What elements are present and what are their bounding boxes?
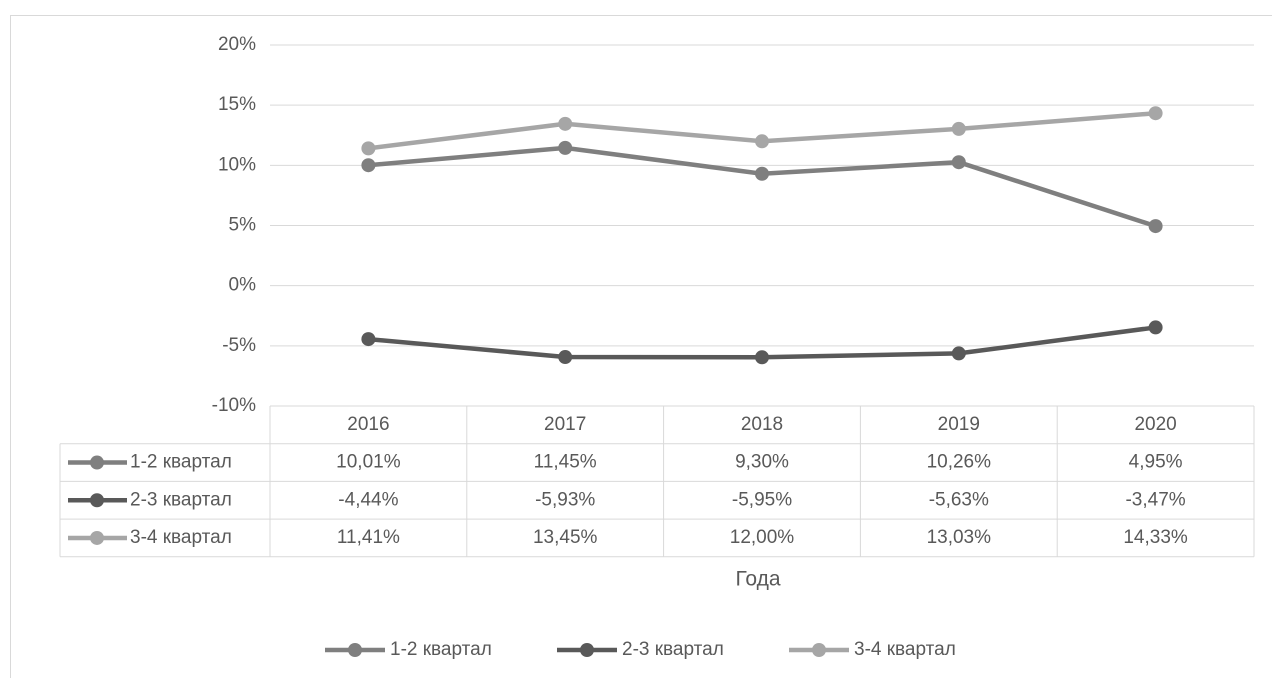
table-value: 11,41% bbox=[337, 527, 400, 548]
data-point bbox=[558, 140, 573, 155]
y-tick-label: 15% bbox=[218, 94, 256, 115]
legend-marker bbox=[812, 643, 826, 657]
data-point bbox=[951, 155, 966, 170]
table-value: 13,03% bbox=[927, 527, 992, 548]
y-tick-label: 5% bbox=[229, 215, 257, 236]
table-value: 12,00% bbox=[730, 527, 795, 548]
y-tick-label: 10% bbox=[218, 154, 256, 175]
table-value: 14,33% bbox=[1123, 527, 1188, 548]
table-value: -3,47% bbox=[1125, 489, 1185, 510]
table-value: -4,44% bbox=[338, 489, 398, 510]
table-value: 10,26% bbox=[927, 452, 992, 473]
y-tick-label: 20% bbox=[218, 34, 256, 55]
x-tick-label: 2016 bbox=[347, 414, 389, 435]
table-series-name: 2-3 квартал bbox=[130, 489, 232, 510]
table-legend-marker bbox=[90, 530, 104, 545]
x-tick-label: 2017 bbox=[544, 414, 586, 435]
legend-label: 2-3 квартал bbox=[622, 639, 724, 660]
table-value: -5,95% bbox=[732, 489, 792, 510]
legend-label: 3-4 квартал bbox=[854, 639, 956, 660]
table-legend-marker bbox=[90, 493, 104, 508]
data-point bbox=[361, 141, 376, 156]
chart-frame bbox=[10, 15, 1272, 678]
x-axis-label: Года bbox=[735, 568, 780, 591]
table-value: 9,30% bbox=[735, 452, 789, 473]
data-point bbox=[558, 116, 573, 131]
x-tick-label: 2019 bbox=[938, 414, 980, 435]
x-tick-label: 2018 bbox=[741, 414, 783, 435]
table-series-name: 1-2 квартал bbox=[130, 452, 232, 473]
data-point bbox=[1148, 320, 1163, 335]
table-value: 4,95% bbox=[1129, 452, 1183, 473]
table-value: -5,63% bbox=[929, 489, 989, 510]
series-line bbox=[368, 145, 1157, 229]
y-tick-label: -10% bbox=[212, 395, 256, 416]
y-tick-label: 0% bbox=[229, 275, 257, 296]
data-point bbox=[558, 350, 573, 365]
x-tick-label: 2020 bbox=[1134, 414, 1176, 435]
table-value: -5,93% bbox=[535, 489, 595, 510]
data-point bbox=[361, 158, 376, 173]
data-point bbox=[951, 121, 966, 136]
table-series-name: 3-4 квартал bbox=[130, 527, 232, 548]
data-point bbox=[951, 346, 966, 361]
data-point bbox=[361, 332, 376, 347]
data-point bbox=[1148, 219, 1163, 234]
y-tick-label: -5% bbox=[222, 335, 256, 356]
data-point bbox=[755, 134, 769, 149]
legend-marker bbox=[348, 643, 362, 657]
data-point bbox=[755, 166, 769, 181]
legend-marker bbox=[580, 643, 594, 657]
legend-label: 1-2 квартал bbox=[390, 639, 492, 660]
data-point bbox=[755, 350, 769, 365]
table-value: 10,01% bbox=[336, 452, 401, 473]
table-value: 11,45% bbox=[534, 452, 597, 473]
data-point bbox=[1148, 106, 1163, 121]
table-legend-marker bbox=[90, 455, 104, 470]
table-value: 13,45% bbox=[533, 527, 598, 548]
